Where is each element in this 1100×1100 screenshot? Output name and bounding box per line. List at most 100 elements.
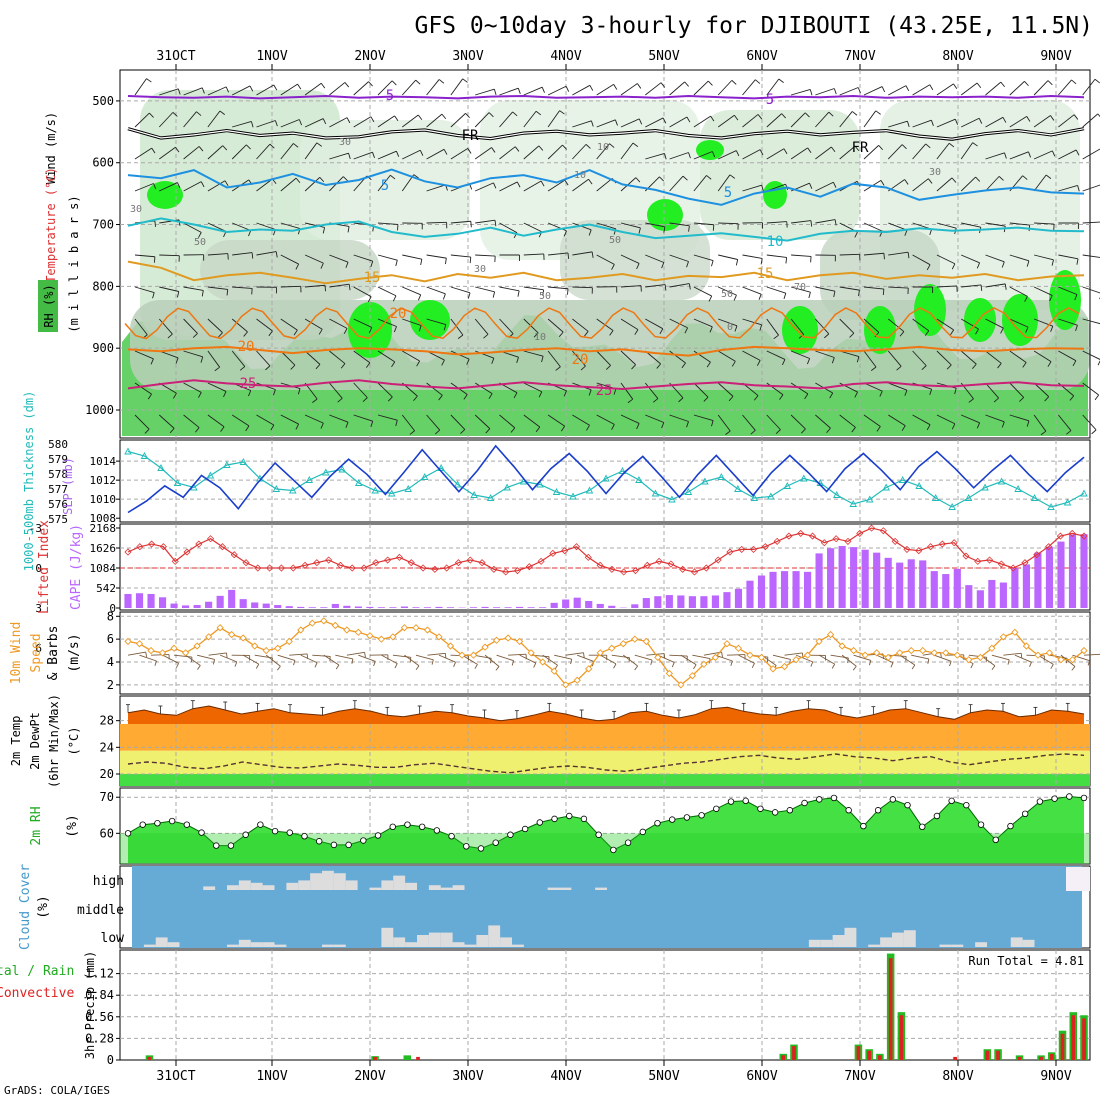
wind-barb: [256, 350, 271, 367]
thickness-point: [453, 480, 462, 488]
y-tick-label: 2: [107, 678, 114, 692]
wind-barb-flag: [415, 79, 421, 85]
wind-barb-flag: [337, 397, 343, 403]
wind10-speed-point: [331, 621, 339, 630]
slp-tick-label: 1010: [90, 493, 117, 506]
wind-barb: [1082, 148, 1100, 160]
cape-bar: [331, 603, 339, 608]
lifted-index-point: [136, 543, 144, 551]
wind10-speed-point: [930, 649, 938, 657]
cape-bar: [435, 606, 443, 608]
wind-barb: [499, 111, 513, 128]
wind10-barb-flag: [751, 663, 755, 668]
wind10-speed-point: [907, 646, 915, 655]
wind-barb-flag: [808, 292, 811, 299]
rh2m-point: [492, 839, 499, 846]
cape-bar: [389, 607, 397, 608]
wind-barb: [669, 254, 689, 262]
wind-barb-flag: [491, 147, 496, 153]
thickness-point: [931, 494, 940, 501]
thickness-point: [239, 458, 248, 465]
cape-bar: [251, 602, 259, 608]
wind-barb: [815, 219, 836, 224]
wind-barb: [961, 222, 981, 228]
wind-barb-flag: [686, 261, 689, 268]
wind-barb: [669, 222, 690, 227]
precip-convective-bar: [1082, 1018, 1086, 1060]
cape-bar: [654, 596, 662, 608]
thickness-point: [1014, 485, 1022, 492]
cape-bar: [757, 575, 766, 608]
wind10-barb: [911, 654, 929, 660]
high-cloud-bar: [369, 887, 382, 890]
wind-barb: [523, 145, 540, 160]
cloud-level-label: high: [93, 874, 124, 889]
wind10-barb: [1003, 652, 1022, 656]
wind10-barb: [139, 654, 157, 662]
wind-barb-flag: [177, 88, 181, 95]
lifted-index-point: [785, 532, 793, 540]
wind10-speed-point: [803, 651, 812, 659]
wind-barb-flag: [781, 113, 787, 119]
wind-barb: [426, 113, 443, 128]
wind-barb-flag: [201, 290, 204, 297]
cape-bar: [665, 595, 673, 608]
rh2m-point: [154, 820, 161, 827]
bottom-date-label: 5NOV: [648, 1069, 679, 1084]
rh-contour-label: 70: [794, 282, 806, 293]
rh2m-point: [271, 827, 279, 835]
wind-barb: [523, 180, 542, 192]
wind-barb-flag: [320, 262, 324, 269]
lifted-index-point: [513, 567, 522, 575]
bottom-date-label: 1NOV: [256, 1069, 287, 1084]
wind-barb: [645, 254, 665, 263]
wind-barb: [888, 382, 908, 391]
wind-barb-flag: [661, 422, 665, 429]
wind-barb: [912, 414, 931, 426]
high-cloud-bar: [595, 887, 607, 890]
rh2m-point: [610, 846, 617, 854]
bottom-date-label: 3NOV: [452, 1069, 483, 1084]
wind-barb: [329, 82, 346, 96]
top-date-label: 1NOV: [256, 49, 287, 64]
cape-bar: [769, 571, 777, 608]
cape-bar: [343, 605, 351, 608]
wind-barb-flag: [1002, 117, 1007, 123]
wind-barb-flag: [275, 251, 278, 258]
wind-barb: [158, 112, 174, 128]
cape-bar: [320, 607, 328, 608]
wind-barb: [280, 285, 301, 288]
run-total-label: Run Total = 4.81: [968, 954, 1084, 968]
wind-barb: [280, 350, 296, 366]
cape-bar: [1022, 564, 1030, 608]
wind-barb-flag: [725, 430, 731, 435]
wind-barb-flag: [809, 183, 813, 189]
thickness-point: [470, 491, 478, 498]
rh2m-point: [698, 812, 705, 819]
wind10-barb-flag: [847, 657, 849, 663]
cape-bar: [677, 595, 685, 608]
y-tick-label: 0.84: [85, 988, 114, 1002]
wind-barb: [183, 146, 200, 160]
thickness-point: [289, 486, 297, 494]
lifted-index-point: [867, 524, 876, 532]
wind-barb: [207, 414, 225, 428]
wind-barb: [377, 350, 396, 363]
high-cloud-bar: [298, 880, 311, 890]
wind-barb: [547, 414, 565, 427]
rh-bright-blob: [1002, 294, 1038, 346]
band-yellow: [120, 750, 1090, 774]
thickness-point: [948, 503, 956, 510]
cape-bar: [135, 593, 144, 608]
wind-barb-flag: [218, 332, 223, 338]
rh-legend-swatch: [38, 280, 58, 332]
wind-barb: [232, 222, 251, 231]
wind-barb: [158, 318, 173, 335]
rh2m-point: [771, 809, 779, 816]
wind-barb: [839, 87, 859, 96]
low-cloud-bar: [250, 942, 263, 947]
wind-barb-flag: [226, 289, 229, 296]
wind-barb: [450, 78, 464, 96]
wind10-speed-point: [469, 651, 478, 659]
rh2m-point: [139, 821, 146, 828]
